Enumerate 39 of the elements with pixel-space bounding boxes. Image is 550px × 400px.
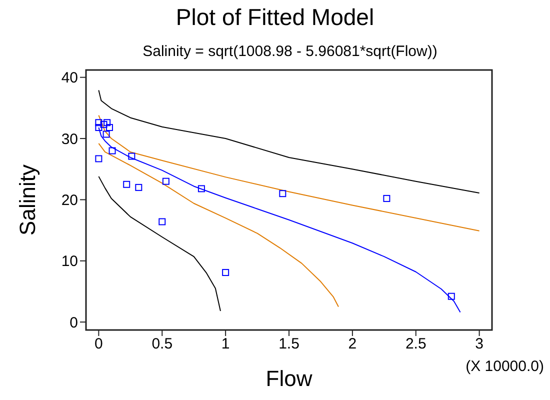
x-tick-label: 1 bbox=[221, 336, 230, 353]
y-tick-label: 0 bbox=[70, 314, 78, 332]
chart-subtitle: Salinity = sqrt(1008.98 - 5.96081*sqrt(Flow)) bbox=[142, 43, 438, 60]
y-tick-label: 10 bbox=[61, 253, 78, 270]
x-tick-label: 2 bbox=[348, 336, 357, 353]
point bbox=[104, 119, 111, 126]
point bbox=[128, 152, 136, 160]
line-series bbox=[98, 176, 221, 312]
x-tick-label: 1.5 bbox=[278, 336, 300, 353]
point bbox=[162, 178, 170, 185]
line-series bbox=[98, 114, 480, 232]
chart-title: Plot of Fitted Model bbox=[174, 4, 376, 31]
x-axis-title: Flow bbox=[266, 366, 312, 391]
x-tick-label: 0 bbox=[94, 336, 103, 353]
point bbox=[95, 155, 102, 162]
point bbox=[383, 194, 390, 202]
point bbox=[95, 124, 102, 132]
point bbox=[102, 130, 110, 138]
x-tick-label: 3 bbox=[475, 336, 484, 353]
y-tick-label: 30 bbox=[61, 130, 78, 148]
point bbox=[198, 185, 205, 192]
line-series bbox=[98, 90, 480, 194]
line-series bbox=[98, 142, 339, 308]
point bbox=[448, 292, 455, 300]
x-tick-label: 0.5 bbox=[152, 336, 173, 353]
point bbox=[108, 147, 116, 154]
y-tick-label: 20 bbox=[61, 192, 78, 210]
point bbox=[279, 190, 286, 198]
text: (X 10000.0) bbox=[466, 358, 544, 375]
point bbox=[106, 124, 113, 132]
point bbox=[95, 119, 102, 126]
point bbox=[123, 180, 130, 188]
point bbox=[222, 268, 230, 276]
point bbox=[158, 218, 166, 226]
point bbox=[135, 184, 142, 191]
y-tick-label: 40 bbox=[61, 70, 78, 87]
x-tick-label: 2.5 bbox=[405, 336, 426, 353]
point bbox=[100, 120, 108, 128]
y-axis-title: Salinity bbox=[15, 164, 41, 236]
